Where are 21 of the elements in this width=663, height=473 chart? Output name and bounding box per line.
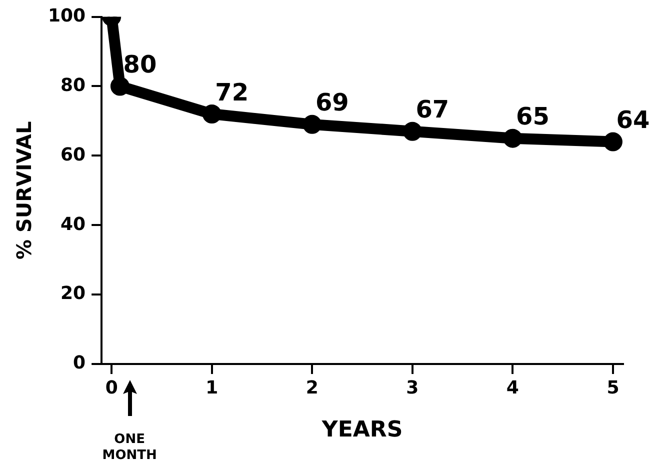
x-tick-label: 3 [406,377,419,398]
x-axis-title: YEARS [320,418,403,443]
data-label: 64 [616,106,650,134]
data-label: 69 [315,88,349,117]
data-label: 80 [123,50,157,78]
x-tick-label: 5 [606,377,620,398]
y-tick-label: 0 [73,352,86,374]
x-tick-label: 4 [506,377,519,398]
y-tick-label: 80 [60,74,86,96]
data-label: 65 [516,102,550,131]
y-tick-label: 100 [48,5,86,26]
y-tick-label: 20 [60,283,86,304]
y-axis-title: % SURVIVAL [12,120,36,260]
data-label: 72 [215,78,249,106]
y-tick-label: 60 [60,144,86,166]
text: ONE MONTH [102,432,157,463]
data-label: 67 [416,96,450,124]
x-tick-label: 1 [206,377,218,398]
x-tick-label: 0 [105,377,118,398]
x-tick-label: 2 [306,377,318,398]
y-tick-label: 40 [60,214,86,235]
